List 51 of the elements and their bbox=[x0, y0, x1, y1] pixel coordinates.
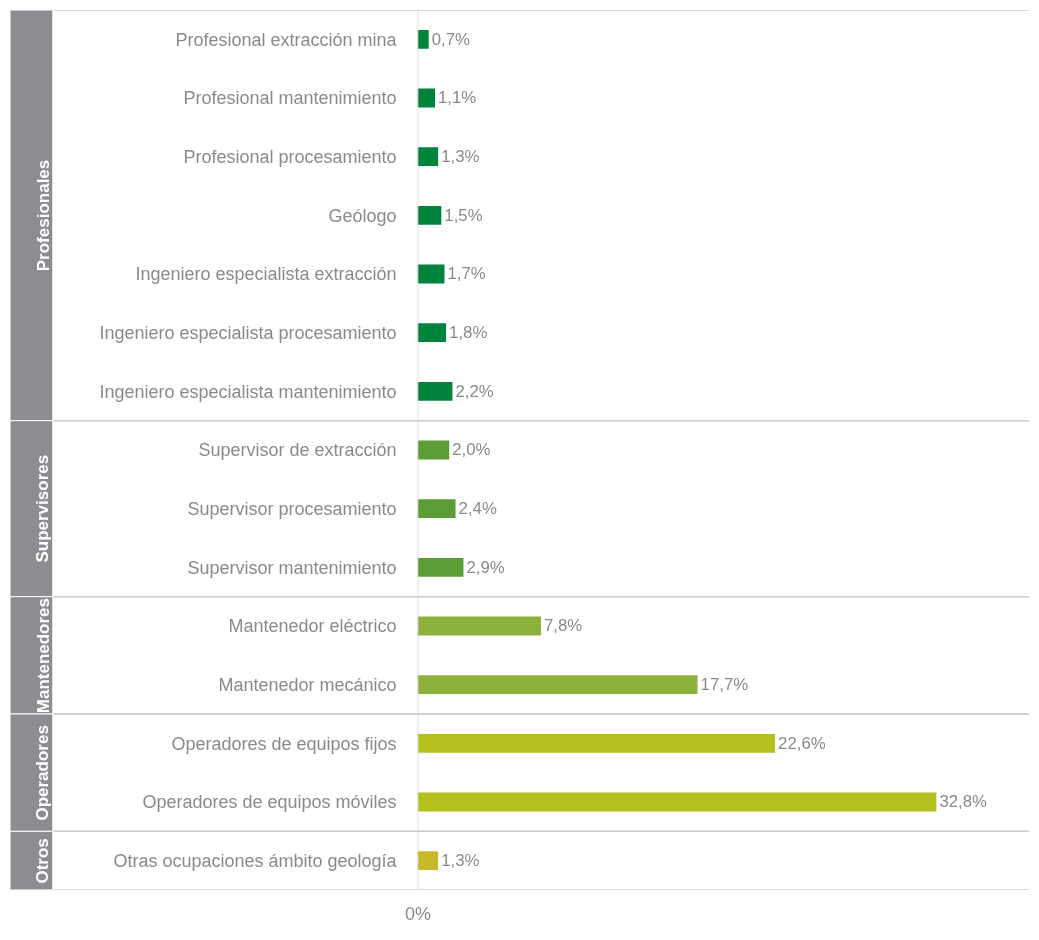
y-tick-label: Ingeniero especialista procesamiento bbox=[99, 322, 417, 343]
data-label: 1,3% bbox=[441, 851, 480, 871]
text: Supervisores bbox=[33, 454, 53, 563]
data-label: 32,8% bbox=[939, 792, 988, 812]
y-tick-label: Operadores de equipos fijos bbox=[171, 733, 417, 754]
data-label: 2,2% bbox=[455, 381, 494, 401]
data-label: 22,6% bbox=[778, 733, 826, 753]
y-tick-label: Mantenedor eléctrico bbox=[228, 616, 417, 637]
y-tick-label: Ingeniero especialista extracción bbox=[135, 264, 417, 285]
bar bbox=[417, 381, 453, 401]
bar bbox=[417, 851, 439, 871]
y-tick-label: Profesional mantenimiento bbox=[183, 88, 417, 109]
text: 0% bbox=[405, 904, 432, 924]
text: Profesionales bbox=[33, 159, 53, 272]
y-tick-label: Profesional procesamiento bbox=[183, 146, 417, 167]
data-label: 1,5% bbox=[444, 205, 483, 225]
bar bbox=[417, 147, 439, 167]
data-label: 7,8% bbox=[543, 616, 583, 636]
bar bbox=[417, 440, 450, 460]
bar bbox=[417, 29, 429, 49]
bar bbox=[417, 88, 435, 108]
y-tick-label: Supervisor de extracción bbox=[198, 440, 417, 461]
text: Otros bbox=[33, 838, 53, 884]
data-label: 17,7% bbox=[700, 675, 749, 695]
bar bbox=[417, 792, 937, 812]
bar bbox=[417, 499, 456, 519]
bar bbox=[417, 205, 442, 225]
text: Operadores bbox=[33, 725, 53, 821]
bar bbox=[417, 616, 541, 636]
y-tick-label: Otras ocupaciones ámbito geología bbox=[113, 850, 417, 871]
y-tick-label: Supervisor mantenimiento bbox=[187, 557, 417, 578]
bar bbox=[417, 264, 445, 284]
data-label: 1,8% bbox=[449, 323, 488, 343]
y-tick-label: Mantenedor mecánico bbox=[218, 674, 417, 695]
y-tick-label: Geólogo bbox=[328, 205, 417, 226]
data-label: 1,1% bbox=[438, 88, 477, 108]
data-label: 2,0% bbox=[452, 440, 491, 460]
y-tick-label: Operadores de equipos móviles bbox=[142, 792, 417, 813]
bar bbox=[417, 557, 464, 577]
bar bbox=[417, 675, 698, 695]
y-tick-label: Supervisor procesamiento bbox=[187, 498, 417, 519]
data-label: 2,4% bbox=[458, 499, 497, 519]
data-label: 0,7% bbox=[431, 29, 471, 49]
data-label: 1,3% bbox=[441, 147, 480, 167]
bar bbox=[417, 733, 776, 753]
text: Mantenedores bbox=[33, 597, 53, 714]
y-tick-label: Ingeniero especialista mantenimiento bbox=[99, 381, 417, 402]
data-label: 1,7% bbox=[447, 264, 486, 284]
bar bbox=[417, 323, 447, 343]
data-label: 2,9% bbox=[466, 557, 505, 577]
y-tick-label: Profesional extracción mina bbox=[175, 29, 417, 50]
